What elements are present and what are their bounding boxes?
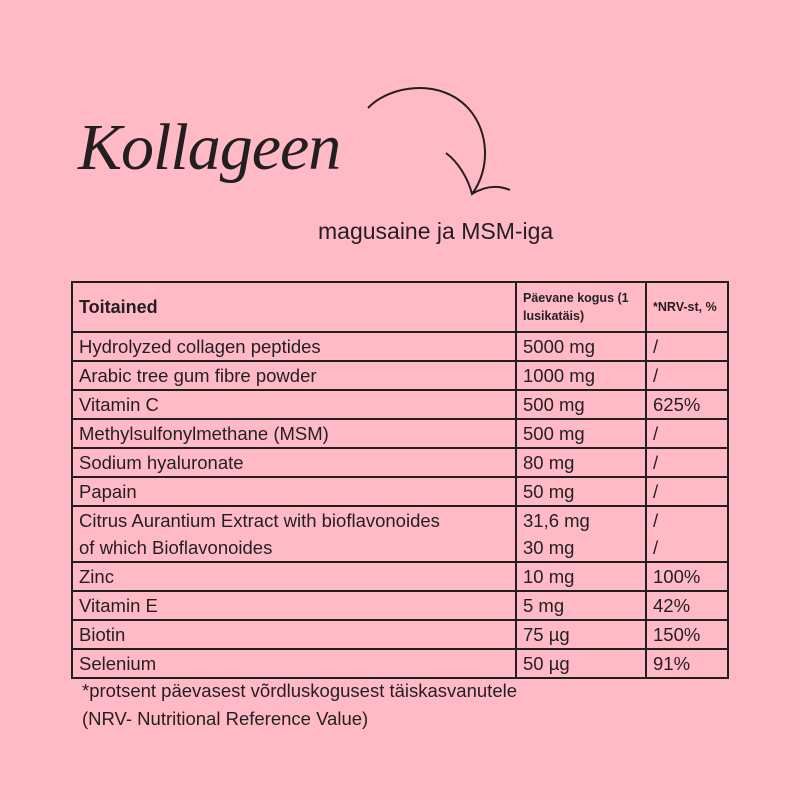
nutrient-name: Selenium [79, 653, 157, 674]
nrv-value: 150% [653, 624, 701, 645]
nrv-value: 625% [653, 394, 701, 415]
nrv-value-cell: / [645, 418, 729, 449]
nrv-value-cell: 42% [645, 590, 729, 621]
amount: 500 mg [523, 394, 585, 415]
nutrient-name-cell: Papain [71, 476, 517, 507]
amount: 10 mg [523, 566, 575, 587]
nutrient-name: Methylsulfonylmethane (MSM) [79, 423, 329, 444]
nrv-value-cell: 625% [645, 389, 729, 420]
nutrient-name: Zinc [79, 566, 114, 587]
amount-cell: 1000 mg [515, 360, 647, 391]
amount-cell: 31,6 mg 30 mg [515, 505, 647, 563]
nutrient-name: Vitamin C [79, 394, 159, 415]
amount-cell: 5 mg [515, 590, 647, 621]
nutrient-name-sub: of which Bioflavonoides [79, 537, 273, 558]
table-row: Hydrolyzed collagen peptides 5000 mg / [71, 331, 729, 362]
amount-cell: 80 mg [515, 447, 647, 478]
nutrient-name: Papain [79, 481, 137, 502]
table-row: Sodium hyaluronate 80 mg / [71, 447, 729, 478]
nrv-value-sub: / [653, 537, 659, 558]
nutrient-name-cell: Biotin [71, 619, 517, 650]
table-row: Papain 50 mg / [71, 476, 729, 507]
footnote-line: *protsent päevasest võrdluskogusest täis… [82, 680, 518, 701]
nutrient-name: Arabic tree gum fibre powder [79, 365, 317, 386]
nrv-value-cell: 91% [645, 648, 729, 679]
nutrient-name-cell: Vitamin E [71, 590, 517, 621]
nutrient-name-cell: Vitamin C [71, 389, 517, 420]
amount: 80 mg [523, 452, 575, 473]
nutrient-name-cell: Hydrolyzed collagen peptides [71, 331, 517, 362]
amount-cell: 5000 mg [515, 331, 647, 362]
nrv-value: / [653, 336, 659, 357]
nutrient-name-cell: Zinc [71, 561, 517, 592]
nutrition-table: Toitained Päevane kogus (1 lusikatäis) *… [71, 281, 729, 679]
header-nrv: *NRV-st, % [645, 281, 729, 333]
nrv-value-cell: / [645, 331, 729, 362]
amount: 50 mg [523, 481, 575, 502]
header-daily-amount: Päevane kogus (1 lusikatäis) [515, 281, 647, 333]
product-subtitle: magusaine ja MSM-iga [318, 218, 554, 244]
nrv-value-cell: 150% [645, 619, 729, 650]
table-header-row: Toitained Päevane kogus (1 lusikatäis) *… [71, 281, 729, 333]
amount-cell: 500 mg [515, 389, 647, 420]
nrv-value-cell: / [645, 447, 729, 478]
nrv-value: / [653, 423, 659, 444]
nutrient-name: Hydrolyzed collagen peptides [79, 336, 321, 357]
amount: 75 µg [523, 624, 570, 645]
table-row: Methylsulfonylmethane (MSM) 500 mg / [71, 418, 729, 449]
table-row: Selenium 50 µg 91% [71, 648, 729, 679]
amount: 500 mg [523, 423, 585, 444]
amount-sub: 30 mg [523, 537, 575, 558]
nutrient-name: Citrus Aurantium Extract with bioflavono… [79, 510, 440, 531]
table-row: Zinc 10 mg 100% [71, 561, 729, 592]
amount-cell: 75 µg [515, 619, 647, 650]
amount: 5 mg [523, 595, 565, 616]
amount-cell: 10 mg [515, 561, 647, 592]
amount-cell: 50 mg [515, 476, 647, 507]
nrv-value-cell: / [645, 476, 729, 507]
nrv-value: / [653, 481, 659, 502]
nrv-value-cell: 100% [645, 561, 729, 592]
nrv-value: 42% [653, 595, 691, 616]
nrv-value: 100% [653, 566, 701, 587]
nrv-value-cell: / / [645, 505, 729, 563]
table-row: Citrus Aurantium Extract with bioflavono… [71, 505, 729, 563]
nutrient-name-cell: Citrus Aurantium Extract with bioflavono… [71, 505, 517, 563]
table-row: Vitamin E 5 mg 42% [71, 590, 729, 621]
nrv-value: / [653, 452, 659, 473]
nutrient-name-cell: Methylsulfonylmethane (MSM) [71, 418, 517, 449]
nrv-value-cell: / [645, 360, 729, 391]
footnote-line: (NRV- Nutritional Reference Value) [82, 708, 369, 729]
nrv-value: / [653, 510, 659, 531]
nutrient-name-cell: Arabic tree gum fibre powder [71, 360, 517, 391]
nutrient-name-cell: Sodium hyaluronate [71, 447, 517, 478]
nrv-value: 91% [653, 653, 691, 674]
amount: 1000 mg [523, 365, 595, 386]
amount: 5000 mg [523, 336, 595, 357]
nutrient-name-cell: Selenium [71, 648, 517, 679]
amount-cell: 50 µg [515, 648, 647, 679]
amount-cell: 500 mg [515, 418, 647, 449]
nutrient-name: Sodium hyaluronate [79, 452, 244, 473]
table-row: Arabic tree gum fibre powder 1000 mg / [71, 360, 729, 391]
curved-arrow-icon [367, 87, 511, 196]
nrv-value: / [653, 365, 659, 386]
header-nutrients: Toitained [71, 281, 517, 333]
footnote: *protsent päevasest võrdluskogusest täis… [82, 677, 517, 733]
nutrient-name: Vitamin E [79, 595, 158, 616]
amount: 50 µg [523, 653, 570, 674]
table-row: Biotin 75 µg 150% [71, 619, 729, 650]
amount: 31,6 mg [523, 510, 590, 531]
table-row: Vitamin C 500 mg 625% [71, 389, 729, 420]
product-title: Kollageen [78, 111, 341, 184]
nutrient-name: Biotin [79, 624, 126, 645]
